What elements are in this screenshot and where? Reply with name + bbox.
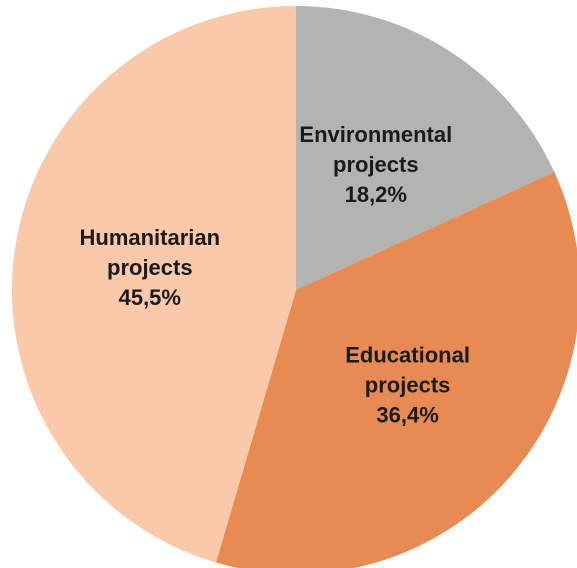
labels-layer: Environmental projects 18,2% Educational pro… [80, 122, 470, 428]
slice-name-line: Educational [345, 343, 470, 368]
pie-slice-humanitarian-projects [11, 6, 296, 563]
slice-name-line: projects [365, 373, 451, 398]
pie-slice-environmental-projects [296, 6, 555, 290]
slice-label-educational-projects: Educational projects 36,4% [345, 343, 470, 428]
slice-label-environmental-projects: Environmental projects 18,2% [299, 122, 452, 207]
slice-value-label: 36,4% [376, 403, 438, 428]
slice-value-label: 45,5% [119, 285, 181, 310]
slice-name-line: Environmental [299, 122, 452, 147]
slice-name-line: projects [107, 255, 193, 280]
pie-slice-educational-projects [215, 172, 577, 568]
slice-label-humanitarian-projects: Humanitarian projects 45,5% [80, 225, 221, 310]
slice-name-line: Humanitarian [80, 225, 221, 250]
slice-name-line: projects [333, 152, 419, 177]
slice-value-label: 18,2% [345, 182, 407, 207]
slices-layer [11, 6, 577, 568]
